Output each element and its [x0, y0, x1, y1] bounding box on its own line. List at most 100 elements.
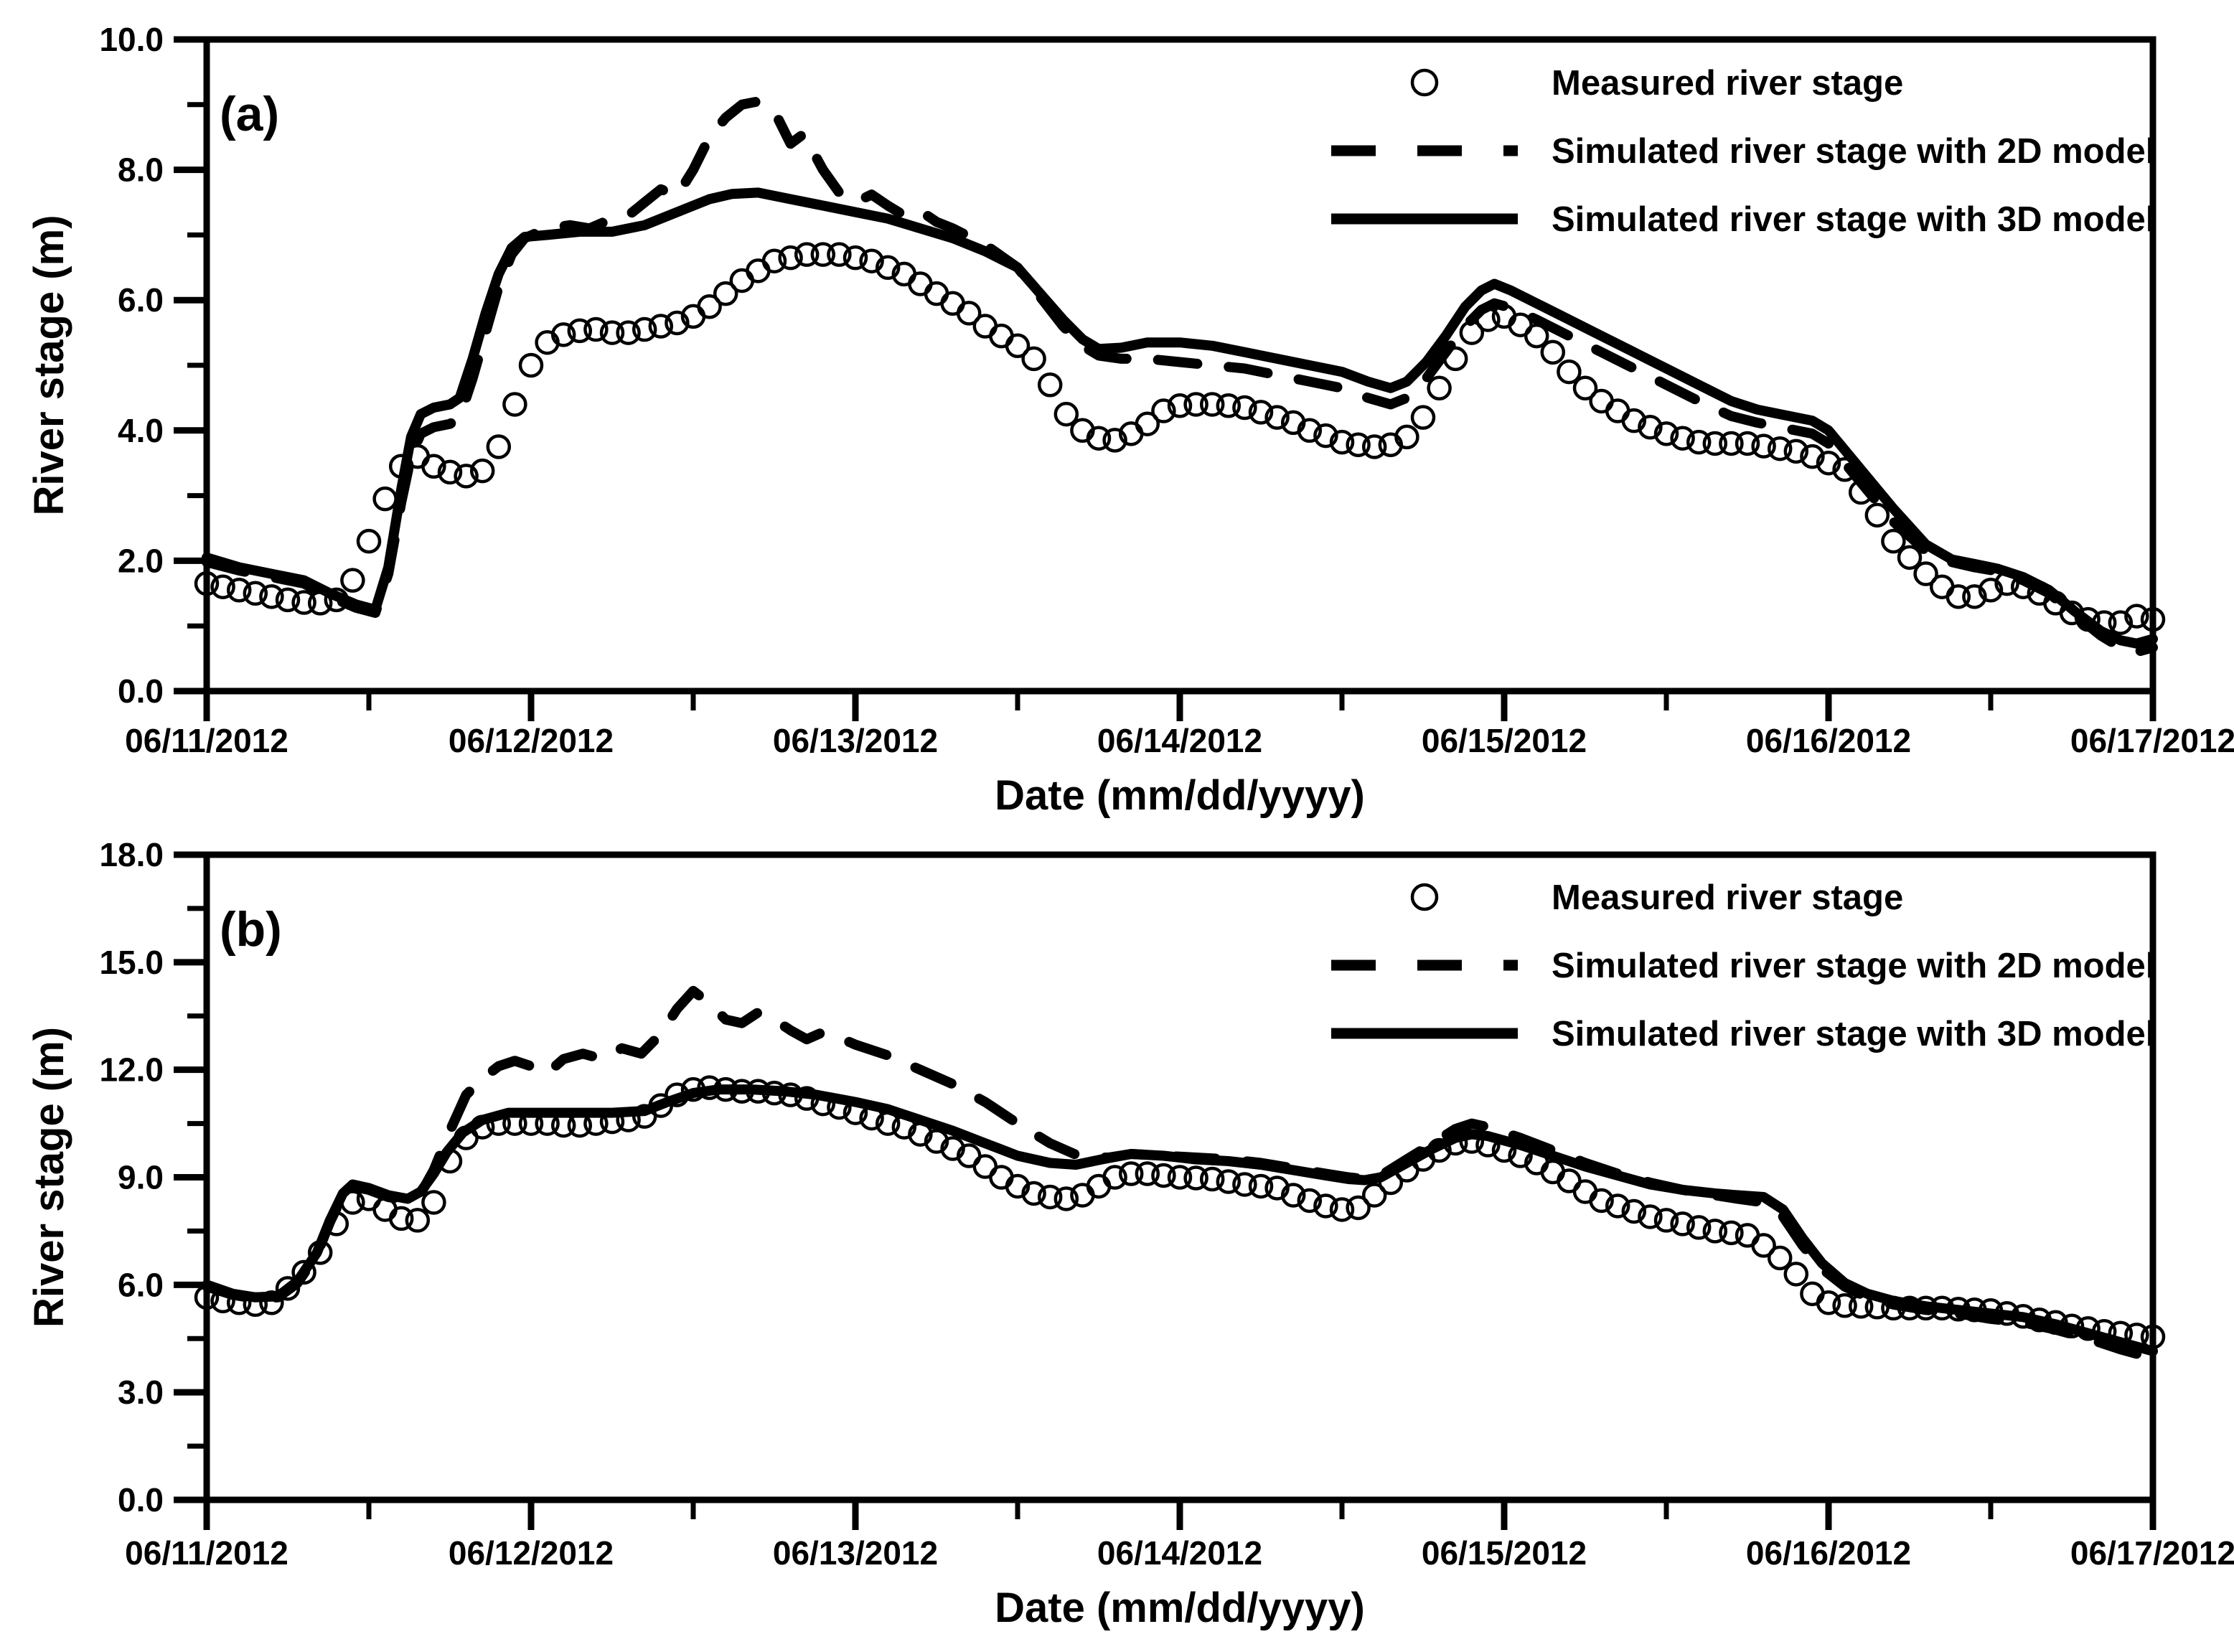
measured-point-marker [778, 245, 803, 271]
measured-point-marker [1394, 424, 1419, 450]
measured-point-marker [843, 1100, 868, 1125]
measured-point-marker [1670, 426, 1695, 451]
measured-point-marker [1897, 1295, 1923, 1321]
measured-point-marker [1735, 1223, 1760, 1248]
measured-point-marker [1800, 443, 1825, 469]
x-tick-label: 06/15/2012 [1422, 722, 1587, 759]
measured-point-marker [469, 458, 495, 484]
measured-point-marker [1848, 479, 1874, 505]
measured-point-marker [1978, 578, 2004, 603]
measured-point-marker [1248, 400, 1274, 425]
measured-point-marker [1800, 1281, 1825, 1307]
measured-point-marker [761, 248, 787, 273]
measured-point-marker [1183, 392, 1208, 417]
measured-point-marker [518, 1111, 544, 1136]
legend-item-3d-model: Simulated river stage with 3D model [1331, 1015, 2155, 1053]
measured-point-marker [827, 242, 852, 267]
measured-point-marker [291, 590, 316, 615]
measured-point-marker [1735, 431, 1760, 456]
measured-point-marker [518, 352, 544, 378]
measured-point-marker [486, 1111, 512, 1136]
measured-point-marker [275, 587, 301, 613]
legend-item-2d-model: Simulated river stage with 2D model [1331, 947, 2155, 985]
measured-point-marker [924, 1129, 949, 1154]
x-axis-ticks: 06/11/2012 06/12/2012 06/13/2012 06/14/2012… [125, 691, 2234, 759]
measured-point-marker [1929, 1295, 1955, 1321]
measured-point-marker [1864, 502, 1890, 528]
measured-point-marker [1459, 320, 1485, 345]
measured-point-marker [2140, 1324, 2166, 1350]
measured-point-marker [469, 1114, 495, 1140]
measured-point-marker [1572, 1179, 1598, 1204]
measured-point-marker [307, 591, 333, 616]
legend-item-3d-model: Simulated river stage with 3D model [1331, 200, 2155, 239]
measured-point-marker [1346, 1195, 1371, 1221]
measured-point-marker [1621, 408, 1647, 433]
legend-label: Measured river stage [1552, 878, 1903, 917]
measured-point-marker [340, 568, 365, 593]
measured-point-marker [1378, 1170, 1404, 1196]
measured-point-marker [1719, 431, 1744, 456]
measured-point-marker [1216, 1169, 1242, 1194]
measured-point-marker [405, 1208, 431, 1233]
measured-point-marker [1783, 438, 1809, 464]
x-tick-label: 06/16/2012 [1746, 1534, 1911, 1572]
measured-point-marker [1653, 1208, 1679, 1233]
measured-point-marker [761, 1080, 787, 1106]
measured-point-marker [1638, 1204, 1663, 1229]
measured-point-marker [291, 1259, 316, 1285]
measured-point-marker [1751, 433, 1776, 459]
measured-point-marker [1621, 1198, 1647, 1224]
measured-point-marker [1751, 1233, 1776, 1258]
measured-point-marker [924, 281, 949, 306]
legend-marker-circle-icon [1410, 883, 1439, 911]
measured-point-marker [1653, 421, 1679, 446]
measured-point-marker [1410, 405, 1436, 430]
measured-point-marker [1280, 1183, 1306, 1208]
measured-point-marker [2059, 1313, 2085, 1339]
measured-point-marker [875, 255, 901, 281]
measured-point-marker [1524, 323, 1549, 349]
measured-point-marker [226, 1290, 252, 1315]
measured-point-marker [827, 1094, 852, 1120]
measured-point-marker [1540, 339, 1566, 365]
measured-point-marker [1913, 561, 1938, 586]
measured-point-marker [1638, 415, 1663, 440]
measured-point-marker [908, 271, 933, 296]
y-tick-label: 9.0 [118, 1159, 164, 1196]
measured-point-marker [729, 268, 755, 294]
measured-point-marker [194, 1285, 220, 1310]
measured-point-marker [2124, 1323, 2149, 1348]
measured-point-marker [2075, 606, 2101, 632]
measured-point-marker [1102, 1165, 1127, 1190]
simulated-2d-line [202, 985, 2158, 1364]
measured-point-marker [583, 1111, 609, 1136]
measured-point-marker [1361, 1183, 1387, 1208]
measured-point-marker [1557, 359, 1582, 385]
measured-point-marker [956, 301, 982, 326]
measured-point-marker [1442, 346, 1468, 372]
y-tick-label: 3.0 [118, 1374, 164, 1411]
legend: Measured river stage Simulated river stag… [1331, 64, 2155, 239]
measured-point-marker [2091, 1319, 2117, 1344]
measured-point-marker [729, 1079, 755, 1104]
measured-point-marker [1572, 375, 1598, 401]
measured-point-marker [2010, 1304, 2036, 1329]
measured-point-marker [550, 1112, 576, 1138]
measured-point-marker [1167, 1165, 1193, 1190]
panel-b: 0.0 3.0 6.0 9.0 12.0 15.0 18.0 06/11/2012 06/12/… [26, 836, 2234, 1631]
measured-point-marker [1329, 429, 1355, 455]
measured-point-marker [1086, 1173, 1112, 1199]
simulated-2d-line [202, 96, 2158, 657]
measured-points [194, 1075, 2166, 1350]
measured-point-marker [421, 1190, 446, 1215]
measured-point-marker [1605, 1193, 1630, 1219]
panel-a: 0.02.04.06.08.010.006/11/2012 06/12/2012 0… [26, 21, 2234, 819]
measured-point-marker [1037, 372, 1063, 398]
measured-point-marker [1475, 307, 1501, 332]
y-tick-label: 4.0 [118, 412, 164, 449]
measured-point-marker [1962, 584, 1987, 609]
y-tick-label: 8.0 [118, 151, 164, 189]
legend-label: Simulated river stage with 2D model [1552, 132, 2155, 171]
measured-point-marker [1897, 545, 1923, 571]
